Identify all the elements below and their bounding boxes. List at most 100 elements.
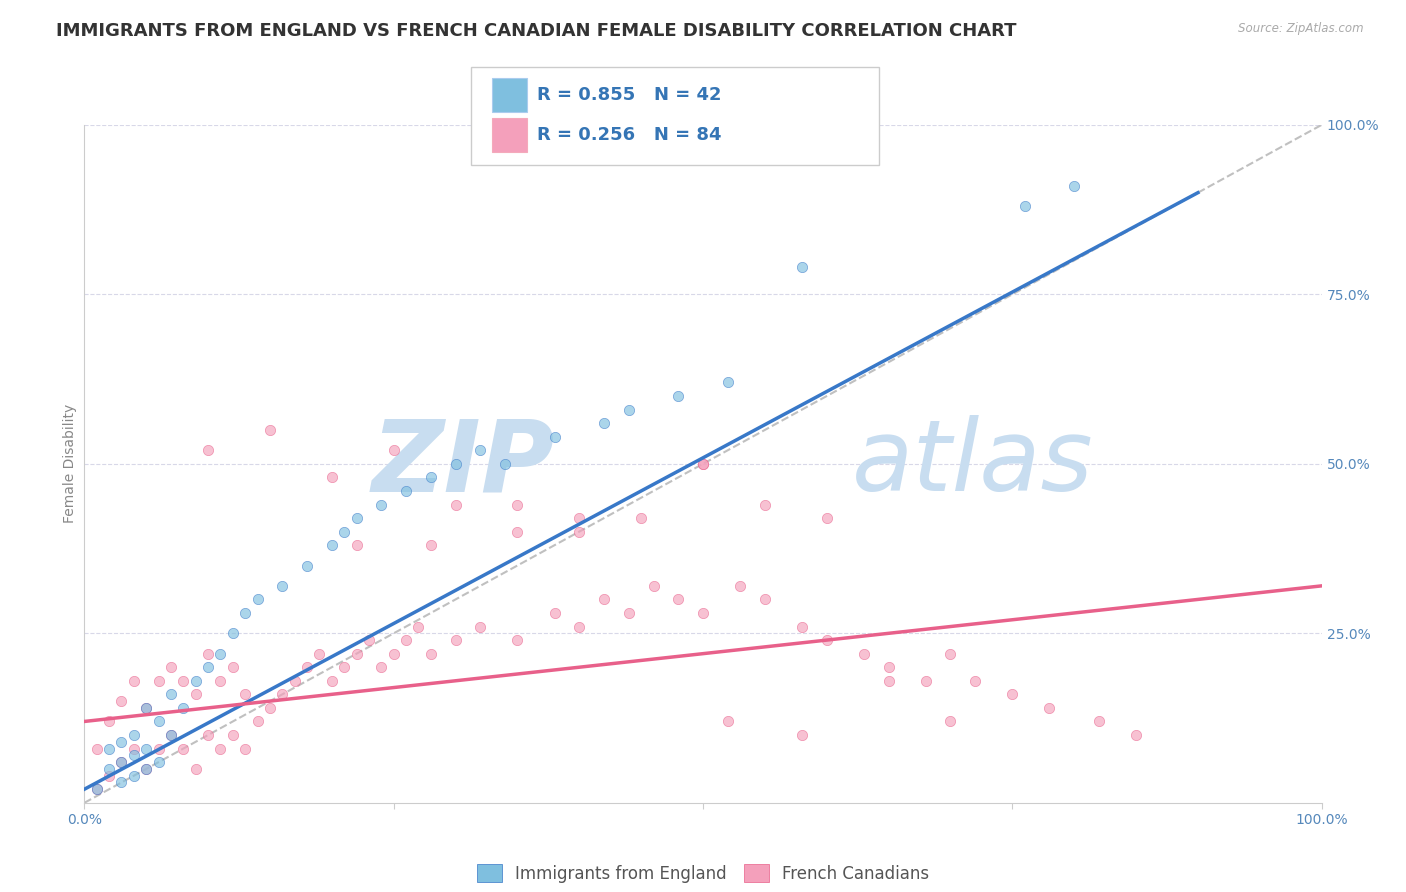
- Point: [728, 579, 751, 593]
- Point: [568, 619, 591, 633]
- Point: [470, 443, 492, 458]
- Point: [246, 714, 269, 729]
- Point: [233, 606, 256, 620]
- Point: [308, 647, 330, 661]
- Point: [98, 714, 121, 729]
- Point: [222, 660, 245, 674]
- Point: [543, 430, 565, 444]
- Point: [630, 511, 652, 525]
- Point: [470, 619, 492, 633]
- Point: [444, 498, 467, 512]
- Point: [148, 741, 170, 756]
- Point: [346, 511, 368, 525]
- Point: [197, 660, 219, 674]
- Point: [1088, 714, 1111, 729]
- Point: [122, 728, 145, 742]
- Point: [382, 443, 405, 458]
- Point: [271, 579, 294, 593]
- Point: [160, 728, 183, 742]
- Point: [135, 701, 157, 715]
- Text: Source: ZipAtlas.com: Source: ZipAtlas.com: [1239, 22, 1364, 36]
- Point: [357, 633, 380, 648]
- Point: [395, 483, 418, 498]
- Point: [184, 673, 207, 688]
- Point: [233, 741, 256, 756]
- Point: [122, 673, 145, 688]
- Point: [1014, 199, 1036, 213]
- Point: [568, 524, 591, 539]
- Text: IMMIGRANTS FROM ENGLAND VS FRENCH CANADIAN FEMALE DISABILITY CORRELATION CHART: IMMIGRANTS FROM ENGLAND VS FRENCH CANADI…: [56, 22, 1017, 40]
- Point: [259, 423, 281, 437]
- Point: [754, 498, 776, 512]
- Point: [965, 673, 987, 688]
- Point: [122, 769, 145, 783]
- Point: [110, 755, 132, 769]
- Text: R = 0.855   N = 42: R = 0.855 N = 42: [537, 86, 721, 103]
- Point: [110, 694, 132, 708]
- Point: [135, 701, 157, 715]
- Point: [370, 498, 392, 512]
- Point: [666, 592, 689, 607]
- Point: [284, 673, 307, 688]
- Point: [172, 741, 194, 756]
- Point: [568, 511, 591, 525]
- Point: [148, 714, 170, 729]
- Point: [506, 524, 529, 539]
- Point: [444, 457, 467, 471]
- Point: [222, 728, 245, 742]
- Point: [692, 457, 714, 471]
- Point: [110, 755, 132, 769]
- Point: [86, 782, 108, 797]
- Point: [543, 606, 565, 620]
- Point: [370, 660, 392, 674]
- Point: [506, 633, 529, 648]
- Point: [184, 762, 207, 776]
- Point: [98, 741, 121, 756]
- Point: [333, 660, 356, 674]
- Point: [877, 660, 900, 674]
- Point: [815, 633, 838, 648]
- Point: [1001, 687, 1024, 701]
- Point: [222, 626, 245, 640]
- Point: [172, 673, 194, 688]
- Point: [717, 714, 740, 729]
- Point: [617, 402, 640, 417]
- Point: [98, 762, 121, 776]
- Point: [160, 728, 183, 742]
- Point: [939, 714, 962, 729]
- Text: atlas: atlas: [852, 416, 1092, 512]
- Point: [1038, 701, 1060, 715]
- Point: [295, 660, 318, 674]
- Point: [110, 775, 132, 789]
- Point: [209, 741, 232, 756]
- Point: [593, 416, 616, 430]
- Point: [184, 687, 207, 701]
- Point: [419, 470, 441, 484]
- Point: [666, 389, 689, 403]
- Point: [692, 457, 714, 471]
- Point: [233, 687, 256, 701]
- Point: [1125, 728, 1147, 742]
- Point: [593, 592, 616, 607]
- Point: [246, 592, 269, 607]
- Point: [444, 633, 467, 648]
- Point: [1063, 178, 1085, 193]
- Point: [86, 741, 108, 756]
- Point: [209, 673, 232, 688]
- Point: [419, 647, 441, 661]
- Point: [321, 673, 343, 688]
- Point: [135, 762, 157, 776]
- Point: [197, 647, 219, 661]
- Point: [395, 633, 418, 648]
- Point: [494, 457, 516, 471]
- Point: [692, 606, 714, 620]
- Point: [877, 673, 900, 688]
- Point: [408, 619, 430, 633]
- Point: [197, 728, 219, 742]
- Point: [148, 755, 170, 769]
- Point: [321, 470, 343, 484]
- Point: [160, 660, 183, 674]
- Point: [122, 748, 145, 763]
- Point: [333, 524, 356, 539]
- Point: [346, 538, 368, 552]
